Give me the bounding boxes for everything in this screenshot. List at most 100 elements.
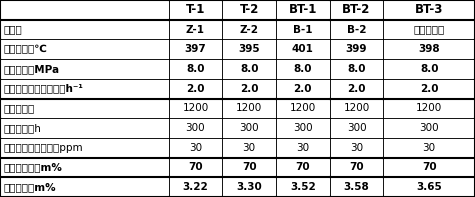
Text: 8.0: 8.0 (420, 64, 438, 74)
Text: 401: 401 (292, 44, 314, 54)
Text: 3.22: 3.22 (182, 182, 209, 192)
Bar (0, 177, 169, 197)
Bar (383, 158, 475, 177)
Bar (0, 138, 169, 158)
Bar (330, 177, 383, 197)
Bar (0, 20, 169, 39)
Bar (0, 118, 169, 138)
Bar (330, 39, 383, 59)
Bar (169, 79, 222, 98)
Bar (0, 59, 169, 79)
Text: 70: 70 (295, 163, 310, 172)
Text: 3.30: 3.30 (236, 182, 262, 192)
Text: 70: 70 (349, 163, 364, 172)
Text: 运转时间，h: 运转时间，h (4, 123, 42, 133)
Text: 300: 300 (419, 123, 439, 133)
Text: 3.65: 3.65 (416, 182, 442, 192)
Bar (383, 118, 475, 138)
Bar (169, 20, 222, 39)
Text: 397: 397 (185, 44, 206, 54)
Bar (276, 138, 330, 158)
Bar (222, 118, 276, 138)
Bar (222, 20, 276, 39)
Text: 1200: 1200 (236, 103, 262, 113)
Text: 2.0: 2.0 (347, 84, 366, 94)
Text: 395: 395 (238, 44, 260, 54)
Bar (169, 0, 222, 20)
Text: 70: 70 (242, 163, 256, 172)
Bar (330, 0, 383, 20)
Text: 30: 30 (189, 143, 202, 153)
Text: 1200: 1200 (343, 103, 370, 113)
Bar (0, 158, 169, 177)
Bar (276, 158, 330, 177)
Bar (0, 98, 169, 118)
Bar (330, 20, 383, 39)
Bar (383, 138, 475, 158)
Text: 单程转化率，m%: 单程转化率，m% (4, 163, 63, 172)
Text: 70: 70 (188, 163, 203, 172)
Text: 反应温度，℃: 反应温度，℃ (4, 44, 47, 54)
Text: 1200: 1200 (182, 103, 209, 113)
Text: 30: 30 (296, 143, 309, 153)
Text: 化学氢耗，m%: 化学氢耗，m% (4, 182, 57, 192)
Text: 8.0: 8.0 (347, 64, 366, 74)
Text: 3.52: 3.52 (290, 182, 316, 192)
Bar (383, 20, 475, 39)
Bar (0, 0, 169, 20)
Bar (383, 59, 475, 79)
Bar (276, 20, 330, 39)
Bar (169, 39, 222, 59)
Bar (383, 98, 475, 118)
Bar (222, 177, 276, 197)
Text: 30: 30 (243, 143, 256, 153)
Bar (0, 39, 169, 59)
Text: 300: 300 (186, 123, 205, 133)
Bar (169, 118, 222, 138)
Bar (222, 39, 276, 59)
Bar (330, 59, 383, 79)
Bar (383, 177, 475, 197)
Bar (276, 98, 330, 118)
Bar (276, 177, 330, 197)
Text: 300: 300 (239, 123, 259, 133)
Text: 1200: 1200 (290, 103, 316, 113)
Text: 8.0: 8.0 (240, 64, 258, 74)
Text: T-1: T-1 (186, 3, 205, 16)
Text: 反应压力，MPa: 反应压力，MPa (4, 64, 60, 74)
Text: BT-2: BT-2 (342, 3, 370, 16)
Text: Z-1: Z-1 (186, 25, 205, 34)
Text: 398: 398 (418, 44, 440, 54)
Bar (383, 39, 475, 59)
Bar (222, 158, 276, 177)
Text: 8.0: 8.0 (186, 64, 205, 74)
Bar (169, 158, 222, 177)
Bar (222, 79, 276, 98)
Text: 399: 399 (346, 44, 367, 54)
Text: B-2: B-2 (347, 25, 366, 34)
Text: 2.0: 2.0 (294, 84, 312, 94)
Text: 裂化段进料氮含量，ppm: 裂化段进料氮含量，ppm (4, 143, 84, 153)
Bar (276, 118, 330, 138)
Text: 300: 300 (293, 123, 313, 133)
Text: 裂化反应段体积空速，h⁻¹: 裂化反应段体积空速，h⁻¹ (4, 84, 84, 94)
Bar (276, 39, 330, 59)
Bar (330, 98, 383, 118)
Bar (222, 59, 276, 79)
Text: 2.0: 2.0 (240, 84, 258, 94)
Text: 3.58: 3.58 (343, 182, 370, 192)
Text: 300: 300 (347, 123, 366, 133)
Bar (222, 138, 276, 158)
Text: 催化剂: 催化剂 (4, 25, 22, 34)
Bar (222, 98, 276, 118)
Text: 1200: 1200 (416, 103, 442, 113)
Text: 8.0: 8.0 (294, 64, 312, 74)
Bar (169, 138, 222, 158)
Bar (276, 59, 330, 79)
Text: BT-3: BT-3 (415, 3, 443, 16)
Bar (169, 177, 222, 197)
Text: 新鲜催化剂: 新鲜催化剂 (414, 25, 445, 34)
Text: B-1: B-1 (293, 25, 313, 34)
Bar (383, 0, 475, 20)
Text: 2.0: 2.0 (420, 84, 438, 94)
